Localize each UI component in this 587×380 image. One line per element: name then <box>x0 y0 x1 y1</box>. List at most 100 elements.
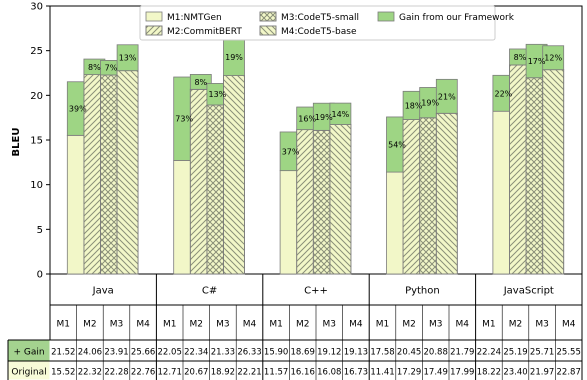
legend-label: M3:CodeT5-small <box>281 13 359 23</box>
y-axis-label: BLEU <box>11 128 22 157</box>
gain-label: 37% <box>282 147 300 156</box>
legend-swatch <box>377 11 395 22</box>
table-cell: 22.24 <box>477 348 501 358</box>
model-header: M2 <box>402 320 416 330</box>
bar-original-hatch <box>435 112 458 275</box>
legend-swatch-hatch <box>259 25 277 36</box>
legend-box <box>139 5 496 41</box>
gain-label: 8% <box>88 63 101 72</box>
original-row-header-bg <box>8 361 50 380</box>
gain-label: 14% <box>332 110 350 119</box>
bar-original-hatch <box>542 69 565 275</box>
gain-label: 8% <box>194 78 207 87</box>
gain-label: 17% <box>528 57 546 66</box>
table-cell: 25.71 <box>530 348 554 358</box>
table-cell: 20.67 <box>184 368 208 378</box>
table-cell: 21.33 <box>211 348 235 358</box>
bar-gain <box>189 74 212 90</box>
model-header: M3 <box>110 320 124 330</box>
table-cell: 25.55 <box>557 348 581 358</box>
model-header: M3 <box>535 320 549 330</box>
table-cell: 20.45 <box>397 348 421 358</box>
table-cell: 22.34 <box>184 348 208 358</box>
language-label: JavaScript <box>503 286 554 297</box>
table-cell: 18.69 <box>291 348 315 358</box>
language-label: C# <box>202 286 217 297</box>
bar-original-hatch <box>116 70 139 275</box>
model-header: M1 <box>163 320 177 330</box>
model-header: M2 <box>509 320 523 330</box>
table-cell: 23.91 <box>104 348 128 358</box>
table-cell: 20.88 <box>424 348 448 358</box>
legend-label: Gain from our Framework <box>399 13 515 23</box>
bar-original-hatch <box>223 75 245 275</box>
y-tick-label: 0 <box>37 270 43 281</box>
model-header: M3 <box>216 320 230 330</box>
gain-label: 21% <box>438 92 456 101</box>
language-label: Python <box>405 286 440 297</box>
language-label: C++ <box>304 286 328 297</box>
gain-labels: 39%8% 7%13%73%8%13%19%37%16%19%14%54%18%1… <box>69 53 563 156</box>
table-cell: 12.71 <box>158 368 182 378</box>
model-header: M1 <box>269 320 283 330</box>
y-tick-label: 15 <box>30 136 43 147</box>
bar-gain <box>329 102 352 125</box>
y-tick-label: 10 <box>30 180 43 191</box>
gain-label: 16% <box>298 114 316 123</box>
table-cell: 19.13 <box>344 348 368 358</box>
legend-swatch-hatch <box>145 25 163 36</box>
table-cell: 17.49 <box>424 368 448 378</box>
gain-label: 73% <box>175 115 193 124</box>
model-header: M1 <box>482 320 496 330</box>
gain-label: 7% <box>105 64 118 73</box>
table-cell: 22.87 <box>557 368 581 378</box>
table-cell: 25.19 <box>503 348 527 358</box>
model-header: M3 <box>429 320 443 330</box>
table-cell: 22.32 <box>78 368 102 378</box>
table-cell: 17.58 <box>370 348 394 358</box>
table-cell: 23.40 <box>503 368 527 378</box>
table-cell: 11.57 <box>264 368 288 378</box>
gain-label: 54% <box>388 141 406 150</box>
model-header: M2 <box>296 320 310 330</box>
gain-label: 8% <box>514 53 527 62</box>
y-tick-label: 25 <box>30 46 43 57</box>
legend-label: M2:CommitBERT <box>167 27 242 37</box>
row-header: Original <box>11 368 46 378</box>
legend-swatch-hatch <box>259 11 277 22</box>
table-cell: 16.73 <box>344 368 368 378</box>
table-cell: 22.05 <box>158 348 182 358</box>
model-header: M2 <box>190 320 204 330</box>
table-cell: 21.79 <box>450 348 474 358</box>
table-cell: 21.52 <box>51 348 75 358</box>
table-cell: 16.16 <box>291 368 315 378</box>
model-header: M4 <box>456 320 470 330</box>
model-header: M2 <box>83 320 97 330</box>
gain-label: 22% <box>495 89 513 98</box>
table-cell: 22.21 <box>237 368 261 378</box>
row-header: + Gain <box>13 348 44 358</box>
table-cell: 24.06 <box>78 348 102 358</box>
bars <box>66 38 565 275</box>
table-cell: 15.52 <box>51 368 75 378</box>
bar-gain <box>435 78 458 114</box>
legend-label: M4:CodeT5-base <box>281 27 357 37</box>
gain-label: 12% <box>544 54 562 63</box>
model-header: M3 <box>323 320 337 330</box>
table-cell: 16.08 <box>317 368 341 378</box>
model-header: M4 <box>243 320 257 330</box>
table-cell: 17.99 <box>450 368 474 378</box>
y-tick-label: 5 <box>37 225 43 236</box>
table-cell: 18.22 <box>477 368 501 378</box>
model-header: M4 <box>562 320 576 330</box>
table-cell: 17.29 <box>397 368 421 378</box>
model-header: M1 <box>57 320 71 330</box>
model-header: M1 <box>376 320 390 330</box>
gain-label: 13% <box>209 90 227 99</box>
table-cell: 19.12 <box>317 348 341 358</box>
table-cell: 21.97 <box>530 368 554 378</box>
gain-label: 39% <box>69 105 87 114</box>
legend: M1:NMTGen M2:CommitBERT M3:CodeT5-small M4:… <box>139 5 515 41</box>
language-label: Java <box>92 286 114 297</box>
data-table: Java C# C++ Python JavaScript + Gain Original M… <box>7 274 583 380</box>
